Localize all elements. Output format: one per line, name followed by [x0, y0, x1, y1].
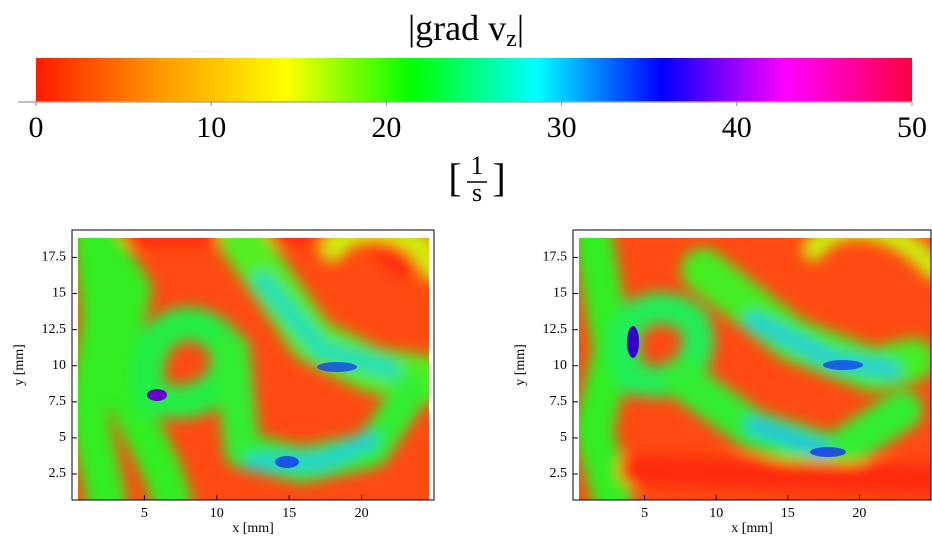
- heatmap: [78, 238, 429, 500]
- y-tick-label: 15: [52, 286, 66, 301]
- y-tick-label: 12.5: [543, 322, 568, 337]
- y-axis-label: y [mm]: [513, 344, 528, 386]
- y-tick-label: 15: [553, 286, 567, 301]
- y-axis-label: y [mm]: [12, 344, 27, 386]
- x-tick-label: 5: [641, 506, 648, 521]
- y-tick-label: 2.5: [550, 466, 568, 481]
- title-end: |: [517, 8, 524, 48]
- y-tick-label: 17.5: [42, 250, 67, 265]
- y-tick-label: 5: [560, 430, 567, 445]
- y-tick-label: 2.5: [49, 466, 67, 481]
- title: |grad vz|: [408, 8, 524, 51]
- plot-frame: [572, 229, 932, 501]
- colorbar-tick-label: 40: [722, 111, 752, 144]
- x-tick-label: 20: [355, 506, 369, 521]
- y-tick-label: 7.5: [550, 394, 568, 409]
- x-tick-label: 10: [709, 506, 723, 521]
- y-tick-label: 17.5: [543, 250, 568, 265]
- title-text: |grad v: [408, 8, 506, 48]
- colorbar-tick-label: 10: [196, 111, 226, 144]
- x-tick-label: 10: [210, 506, 224, 521]
- units-close: ]: [492, 155, 505, 200]
- y-tick-label: 7.5: [49, 394, 67, 409]
- colorbar-tick-label: 0: [29, 111, 44, 144]
- x-axis-label: x [mm]: [731, 521, 773, 536]
- panel: 5 10 15 20 2.5 5 7.5 10 12.5 15 17.5 x [mm] y [mm]: [12, 229, 435, 536]
- y-tick-label: 12.5: [42, 322, 67, 337]
- colorbar-ticks: 0 10 20 30 40 50: [29, 102, 927, 144]
- x-axis-label: x [mm]: [232, 521, 274, 536]
- heatmap: [579, 238, 931, 500]
- colorbar: [36, 58, 912, 102]
- colorbar-tick-label: 30: [547, 111, 577, 144]
- y-tick-label: 10: [553, 358, 567, 373]
- title-subscript: z: [506, 26, 517, 52]
- units-numerator: 1: [471, 151, 484, 180]
- y-tick-label: 10: [52, 358, 66, 373]
- x-tick-label: 15: [781, 506, 795, 521]
- units-open: [: [448, 155, 461, 200]
- x-tick-label: 20: [852, 506, 866, 521]
- x-tick-label: 15: [282, 506, 296, 521]
- colorbar-tick-label: 50: [897, 111, 927, 144]
- y-tick-label: 5: [59, 430, 66, 445]
- panel: 5 10 15 20 2.5 5 7.5 10 12.5 15 17.5 x [mm] y [mm]: [513, 229, 932, 536]
- x-tick-label: 5: [141, 506, 148, 521]
- colorbar-tick-label: 20: [371, 111, 401, 144]
- units-denominator: s: [472, 178, 482, 207]
- plot-frame: [71, 229, 435, 501]
